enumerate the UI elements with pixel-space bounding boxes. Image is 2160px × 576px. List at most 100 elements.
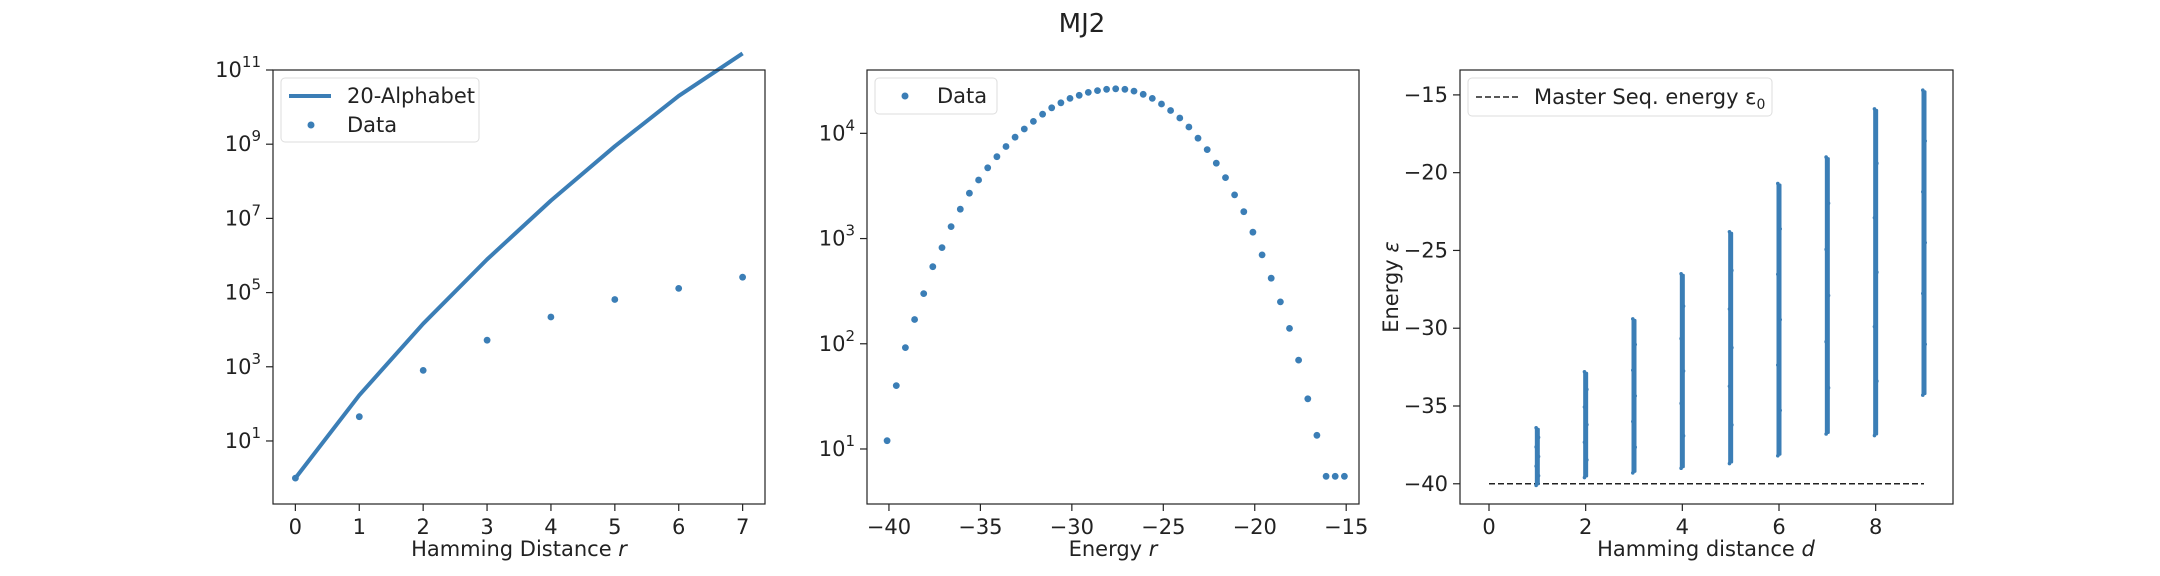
y-tick-exponent: 1 bbox=[251, 424, 261, 442]
data-point bbox=[1103, 85, 1110, 93]
axes-frame bbox=[1459, 69, 1954, 505]
x-tick-label: 7 bbox=[736, 515, 749, 539]
data-point bbox=[611, 296, 619, 303]
data-point bbox=[1158, 100, 1165, 108]
x-tick-label: 6 bbox=[1772, 515, 1785, 539]
x-axis-label: Hamming Distance r bbox=[411, 537, 628, 561]
x-tick-label: −40 bbox=[867, 515, 911, 539]
data-point bbox=[547, 313, 555, 321]
x-tick-label: −15 bbox=[1324, 515, 1368, 539]
plot-area bbox=[883, 85, 1348, 480]
energy-column-d8 bbox=[1872, 107, 1879, 438]
data-point bbox=[355, 413, 363, 421]
data-point bbox=[1240, 208, 1248, 216]
energy-column-d3 bbox=[1631, 317, 1637, 475]
x-tick-label: 4 bbox=[544, 515, 557, 539]
y-tick-exponent: 1 bbox=[845, 432, 855, 450]
legend-frame bbox=[874, 77, 998, 115]
data-point bbox=[1341, 472, 1348, 480]
y-tick-exponent: 4 bbox=[845, 116, 855, 134]
data-point bbox=[1148, 95, 1156, 102]
data-point bbox=[1231, 191, 1238, 199]
data-point bbox=[1304, 395, 1312, 403]
data-point bbox=[1176, 114, 1184, 122]
energy-column-d4 bbox=[1679, 271, 1686, 471]
data-point bbox=[883, 437, 891, 445]
data-point bbox=[1139, 90, 1147, 98]
y-tick-label: −20 bbox=[1404, 161, 1448, 185]
data-point bbox=[1002, 143, 1010, 150]
y-axis-label: Energy ε bbox=[1379, 241, 1403, 333]
plot-area bbox=[292, 51, 746, 482]
data-point bbox=[1057, 99, 1065, 107]
energy-column-d9 bbox=[1921, 88, 1927, 397]
y-tick-base: 10 bbox=[819, 332, 846, 356]
x-tick-label: −30 bbox=[1050, 515, 1094, 539]
panel-energy-vs-distance: 0 2 4 6 8 −40 −35 −30 −25 −20 −15 Hamming distanc… bbox=[1379, 69, 1954, 561]
data-point bbox=[966, 189, 973, 197]
data-point bbox=[1066, 95, 1074, 102]
axes-frame bbox=[272, 69, 766, 505]
y-tick-label: 103 bbox=[819, 222, 855, 251]
legend-label-data: Data bbox=[937, 84, 987, 108]
data-point bbox=[675, 285, 683, 292]
data-point bbox=[1194, 134, 1202, 142]
data-point bbox=[1011, 133, 1019, 141]
x-tick-label: 8 bbox=[1869, 515, 1882, 539]
x-tick-label: 5 bbox=[608, 515, 621, 539]
y-tick-exponent: 11 bbox=[242, 53, 261, 71]
x-axis-label: Hamming distance d bbox=[1597, 537, 1815, 561]
y-tick-base: 10 bbox=[225, 281, 252, 305]
y-tick-base: 10 bbox=[225, 355, 252, 379]
legend: Data bbox=[874, 77, 998, 115]
data-point bbox=[1112, 85, 1120, 93]
y-tick-label: 104 bbox=[819, 116, 855, 145]
data-point bbox=[1030, 118, 1037, 125]
y-tick-label: 1011 bbox=[215, 53, 261, 82]
legend-label-master-seq-text: Master Seq. energy ε bbox=[1534, 85, 1757, 109]
legend-marker-data bbox=[307, 121, 315, 129]
data-point bbox=[1084, 89, 1092, 96]
legend: 20-Alphabet Data bbox=[280, 77, 480, 143]
x-tick-label: −35 bbox=[958, 515, 1002, 539]
energy-column-d6 bbox=[1776, 181, 1782, 458]
energy-column-d7 bbox=[1824, 155, 1831, 436]
energy-column-d1 bbox=[1534, 425, 1541, 488]
plot-area bbox=[1489, 88, 1927, 488]
y-tick-exponent: 3 bbox=[251, 350, 261, 368]
y-tick-label: 101 bbox=[225, 424, 261, 453]
x-tick-label: 2 bbox=[416, 515, 429, 539]
legend: Master Seq. energy ε0 bbox=[1467, 77, 1773, 117]
data-point bbox=[1313, 431, 1321, 439]
legend-label-master-seq-sub: 0 bbox=[1757, 97, 1766, 113]
y-tick-label: 107 bbox=[225, 201, 261, 230]
data-point bbox=[1322, 472, 1330, 480]
x-ticks: 0 2 4 6 8 bbox=[1482, 504, 1882, 539]
data-point bbox=[1277, 298, 1284, 306]
data-point bbox=[739, 273, 746, 281]
data-point bbox=[1020, 125, 1028, 133]
x-ticks: 0 1 2 3 4 5 6 7 bbox=[289, 504, 749, 539]
x-tick-label: −20 bbox=[1233, 515, 1277, 539]
data-point bbox=[993, 153, 1001, 161]
y-tick-label: −25 bbox=[1404, 238, 1448, 262]
x-tick-label: 4 bbox=[1676, 515, 1689, 539]
y-tick-base: 10 bbox=[819, 227, 846, 251]
y-tick-base: 10 bbox=[215, 58, 242, 82]
x-tick-label: −25 bbox=[1141, 515, 1185, 539]
y-tick-exponent: 9 bbox=[251, 127, 261, 145]
legend-marker-data bbox=[901, 92, 909, 100]
data-point bbox=[938, 244, 946, 252]
y-tick-exponent: 5 bbox=[251, 276, 261, 294]
data-point bbox=[1185, 123, 1193, 131]
figure-title: MJ2 bbox=[1059, 9, 1106, 39]
y-tick-label: 109 bbox=[225, 127, 261, 156]
x-axis-label: Energy r bbox=[1069, 537, 1159, 561]
data-point bbox=[1249, 228, 1257, 236]
y-tick-exponent: 3 bbox=[845, 222, 855, 240]
y-tick-base: 10 bbox=[225, 429, 252, 453]
series-line-20-alphabet bbox=[293, 51, 744, 480]
x-tick-label: 0 bbox=[1482, 515, 1495, 539]
